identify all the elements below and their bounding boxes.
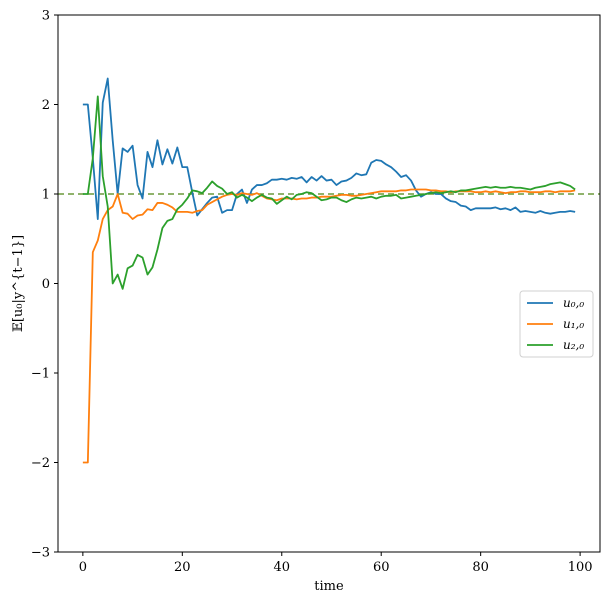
x-tick-label: 0 <box>79 560 87 575</box>
y-tick-label: −1 <box>31 367 50 382</box>
x-tick-label: 60 <box>373 560 390 575</box>
legend-label-2: u₂,₀ <box>563 338 584 352</box>
x-tick-label: 20 <box>174 560 191 575</box>
series-line-0 <box>82 77 576 220</box>
legend-label-0: u₀,₀ <box>563 296 584 310</box>
y-tick-label: 1 <box>42 188 50 203</box>
y-tick-label: −2 <box>31 456 50 471</box>
axis-ticks: 0 20 40 60 80 100 −3 −2 −1 0 1 2 3 <box>31 9 593 576</box>
y-tick-label: 0 <box>42 277 50 292</box>
plot-area <box>58 77 600 464</box>
x-tick-label: 100 <box>568 560 593 575</box>
y-tick-label: 2 <box>42 98 50 113</box>
series-line-1 <box>82 188 576 464</box>
y-axis-label: 𝔼[u₀|y^{t−1}] <box>11 235 26 332</box>
series-line-2 <box>82 95 576 290</box>
y-tick-label: 3 <box>42 9 50 24</box>
axes-frame <box>57 14 601 553</box>
legend: u₀,₀ u₁,₀ u₂,₀ <box>519 290 594 358</box>
legend-label-1: u₁,₀ <box>563 317 584 331</box>
x-tick-label: 80 <box>472 560 489 575</box>
y-tick-label: −3 <box>31 546 50 561</box>
x-axis-label: time <box>314 579 344 594</box>
x-tick-label: 40 <box>273 560 290 575</box>
legend-box <box>519 290 594 358</box>
